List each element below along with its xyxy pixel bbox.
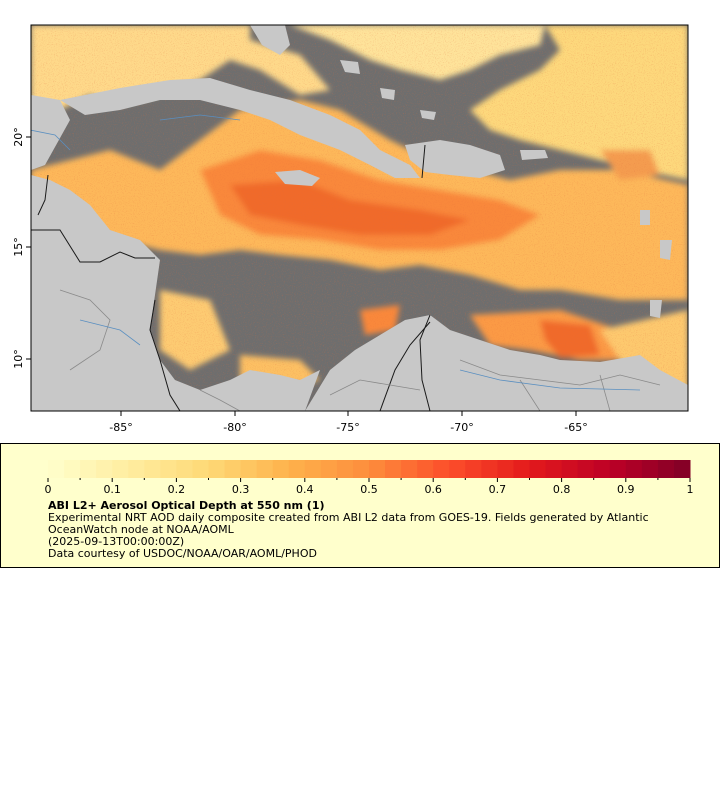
colorbar-cell [336, 460, 354, 478]
legend-credit: Data courtesy of USDOC/NOAA/OAR/AOML/PHO… [48, 547, 317, 560]
colorbar-cell [272, 460, 290, 478]
colorbar-cell [513, 460, 530, 478]
colorbar: 0 0.1 0.2 0.3 0.4 0.5 0.6 0.7 0.8 0.9 1 [45, 460, 694, 496]
colorbar-cell [529, 460, 547, 478]
colorbar-tick-label: 0.8 [553, 483, 571, 496]
colorbar-cell [385, 460, 402, 478]
colorbar-cell [433, 460, 450, 478]
lat-tick-label: 15° [12, 237, 25, 257]
colorbar-tick-label: 0.2 [168, 483, 186, 496]
legend-panel: 0 0.1 0.2 0.3 0.4 0.5 0.6 0.7 0.8 0.9 1 ABI L2+ Ae… [0, 443, 720, 568]
colorbar-cell [304, 460, 322, 478]
colorbar-cell [144, 460, 161, 478]
colorbar-cell [96, 460, 113, 478]
colorbar-cell [641, 460, 659, 478]
colorbar-tick-label: 0.5 [360, 483, 378, 496]
colorbar-cell [320, 460, 338, 478]
colorbar-cell [192, 460, 209, 478]
colorbar-cell [497, 460, 514, 478]
colorbar-cell [401, 460, 418, 478]
colorbar-cell [577, 460, 595, 478]
colorbar-axis: 0 0.1 0.2 0.3 0.4 0.5 0.6 0.7 0.8 0.9 1 [45, 478, 694, 496]
lat-tick-label: 10° [12, 349, 25, 369]
colorbar-cell [176, 460, 193, 478]
colorbar-tick-label: 0.9 [617, 483, 635, 496]
aod-map: -85° -80° -75° -70° -65° 20° 15° 10° [12, 24, 689, 434]
colorbar-cell [48, 460, 65, 478]
colorbar-tick-label: 0.4 [296, 483, 314, 496]
colorbar-cell [64, 460, 81, 478]
colorbar-cell [224, 460, 242, 478]
colorbar-tick-label: 0.3 [232, 483, 250, 496]
colorbar-tick-label: 1 [687, 483, 694, 496]
colorbar-tick-label: 0.1 [103, 483, 121, 496]
map-frame [30, 24, 689, 412]
colorbar-cell [160, 460, 177, 478]
colorbar-cell [112, 460, 129, 478]
colorbar-cell [481, 460, 498, 478]
latitude-axis: 20° 15° 10° [12, 127, 31, 369]
colorbar-cell [561, 460, 579, 478]
legend-text: ABI L2+ Aerosol Optical Depth at 550 nm … [48, 500, 708, 560]
colorbar-cell [657, 460, 675, 478]
colorbar-cell [208, 460, 226, 478]
colorbar-cell [80, 460, 97, 478]
longitude-axis: -85° -80° -75° -70° -65° [109, 411, 588, 434]
colorbar-cell [673, 460, 691, 478]
colorbar-cell [128, 460, 145, 478]
lon-tick-label: -75° [336, 421, 359, 434]
lon-tick-label: -85° [109, 421, 132, 434]
colorbar-cell [256, 460, 274, 478]
legend-title: ABI L2+ Aerosol Optical Depth at 550 nm … [48, 499, 325, 512]
land-masses [31, 25, 688, 411]
colorbar-cell [449, 460, 466, 478]
colorbar-tick-label: 0.7 [489, 483, 507, 496]
colorbar-cell [625, 460, 643, 478]
lon-tick-label: -80° [223, 421, 246, 434]
colorbar-cell [240, 460, 258, 478]
map-area: -85° -80° -75° -70° -65° 20° 15° 10° [12, 24, 689, 434]
lon-tick-label: -65° [564, 421, 587, 434]
colorbar-cell [352, 460, 370, 478]
country-borders [31, 114, 661, 411]
colorbar-scale [48, 460, 691, 478]
legend-time: (2025-09-13T00:00:00Z) [48, 535, 185, 548]
colorbar-tick-label: 0 [45, 483, 52, 496]
colorbar-cell [369, 460, 386, 478]
colorbar-cell [288, 460, 306, 478]
colorbar-tick-label: 0.6 [424, 483, 442, 496]
colorbar-cell [593, 460, 611, 478]
colorbar-cell [417, 460, 434, 478]
colorbar-cell [545, 460, 563, 478]
lon-tick-label: -70° [450, 421, 473, 434]
lat-tick-label: 20° [12, 127, 25, 147]
colorbar-cell [609, 460, 627, 478]
colorbar-cell [465, 460, 482, 478]
legend-description: Experimental NRT AOD daily composite cre… [48, 511, 649, 536]
